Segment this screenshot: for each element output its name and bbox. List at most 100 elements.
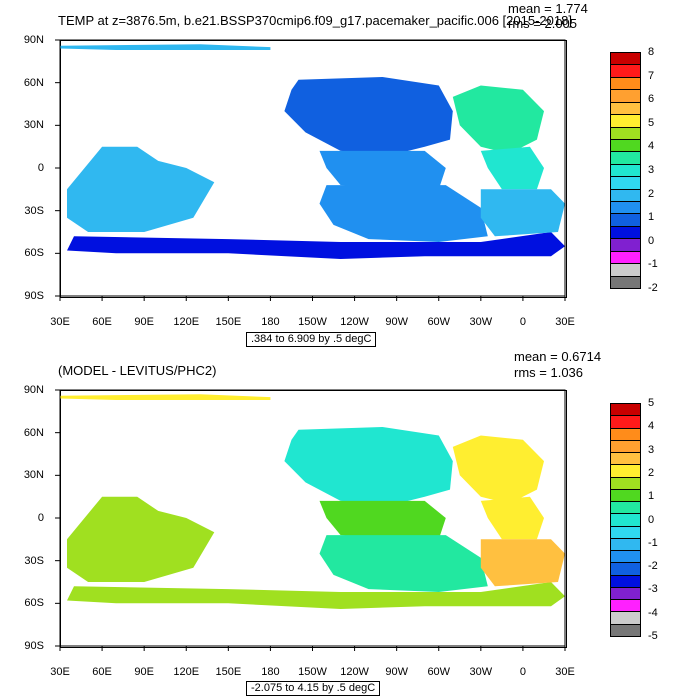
panel1-x-tick-label: 30E xyxy=(50,316,70,328)
panel2-y-tick-label: 90S xyxy=(24,640,44,652)
panel2-region-arctic xyxy=(60,394,271,400)
panel1-y-tick-label: 90N xyxy=(23,34,44,46)
panel1-x-tick-label: 30E xyxy=(555,316,575,328)
panel2-region-north-pacific xyxy=(284,427,453,504)
panel2-region-central-pacific xyxy=(319,500,446,540)
panel1-y-tick-label: 60S xyxy=(24,247,44,260)
panel2-x-tick-label: 60E xyxy=(92,666,112,678)
panel1-colorbar-label: -1 xyxy=(648,258,658,271)
panel1-colorbar-swatch xyxy=(610,52,641,66)
panel2-y-tick-label: 60S xyxy=(24,597,44,610)
panel2-x-tick-label: 150E xyxy=(215,666,242,678)
panel2-x-tick-label: 120E xyxy=(173,666,200,678)
panel1-x-tick-label: 150E xyxy=(215,316,242,328)
panel1-colorbar-label: 5 xyxy=(648,116,655,129)
panel1-region-southern-ocean xyxy=(67,232,565,259)
panel2-colorbar-swatch xyxy=(610,513,641,527)
panel2-x-tick-label: 120W xyxy=(340,666,369,678)
panel1-colorbar-swatch xyxy=(610,188,641,203)
panel1-colorbar-swatch xyxy=(610,250,641,265)
panel1-region-south-pacific xyxy=(319,185,488,242)
panel1-x-tick-label: 180 xyxy=(261,316,280,328)
panel1-colorbar-label: 6 xyxy=(648,93,655,106)
panel1-colorbar-swatch xyxy=(610,76,641,91)
panel2-y-tick-label: 30S xyxy=(24,554,44,567)
panel1-y-tick-label: 30N xyxy=(23,119,44,132)
panel2-y-tick-label: 90N xyxy=(23,384,44,396)
panel2-y-tick-label: 60N xyxy=(23,426,44,439)
panel2-colorbar-label: -2 xyxy=(648,560,658,573)
panel2-colorbar-swatch xyxy=(610,452,641,466)
panel1-x-tick-label: 90E xyxy=(134,316,154,328)
panel1-rms: rms = 2.005 xyxy=(508,16,578,31)
panel1-x-tick-label: 60E xyxy=(92,316,112,328)
panel2-colorbar-label: 1 xyxy=(648,490,655,503)
panel1-colorbar-swatch xyxy=(610,163,641,178)
panel1-colorbar-swatch xyxy=(610,213,641,227)
panel2-x-tick-label: 90W xyxy=(385,666,408,678)
panel2-y-tick-label: 30N xyxy=(23,469,44,482)
panel1-x-tick-label: 0 xyxy=(519,316,526,328)
panel1-colorbar-label: 3 xyxy=(648,164,655,176)
panel1-x-tick-label: 90W xyxy=(385,316,408,328)
panel2-colorbar-swatch xyxy=(610,501,641,515)
panel2-colorbar-label: 5 xyxy=(648,397,655,409)
panel2-x-tick-label: 180 xyxy=(261,666,280,678)
panel2-colorbar-label: 4 xyxy=(648,420,655,433)
panel2-colorbar-swatch xyxy=(610,599,641,613)
panel1-colorbar-swatch xyxy=(610,238,641,252)
panel1-colorbar-label: 1 xyxy=(648,211,655,224)
panel1-colorbar-swatch xyxy=(610,126,641,140)
panel1-region-south-atlantic xyxy=(480,189,565,237)
panel2-x-tick-label: 90E xyxy=(134,666,154,678)
panel2-colorbar-label: 3 xyxy=(648,443,655,456)
panel1-region-equatorial-atlantic xyxy=(480,146,544,190)
panel1-colorbar-label: 7 xyxy=(648,69,655,82)
panel1-colorbar-swatch xyxy=(610,201,641,215)
panel1-y-tick-label: 0 xyxy=(37,162,44,174)
panel2-colorbar-label: -3 xyxy=(648,583,658,596)
panel2-region-south-pacific xyxy=(319,535,488,592)
panel1-y-tick-label: 30S xyxy=(24,204,44,217)
panel1-colorbar-swatch xyxy=(610,101,641,116)
panel2-colorbar-swatch xyxy=(610,488,641,503)
panel1-colorbar-label: 8 xyxy=(648,46,655,58)
panel2-colorbar-swatch xyxy=(610,537,641,552)
panel1-y-tick-label: 60N xyxy=(23,76,44,89)
panel1-colorbar-swatch xyxy=(610,64,641,78)
panel2-colorbar-swatch xyxy=(610,427,641,441)
panel2-x-tick-label: 30W xyxy=(469,666,493,678)
panel2-colorbar-swatch xyxy=(610,439,641,454)
panel2-colorbar-label: 0 xyxy=(648,513,655,526)
panel1-colorbar-swatch xyxy=(610,138,641,153)
panel2-colorbar-swatch xyxy=(610,562,641,576)
panel2-title: (MODEL - LEVITUS/PHC2) xyxy=(58,363,217,378)
panel2-colorbar-label: 2 xyxy=(648,466,655,479)
panel2-region-equatorial-atlantic xyxy=(480,496,544,540)
panel1-range-label: .384 to 6.909 by .5 degC xyxy=(246,332,377,347)
panel2-colorbar-swatch xyxy=(610,403,641,417)
panel1-region-indian-ocean xyxy=(67,146,215,232)
panel2-colorbar-swatch xyxy=(610,464,641,478)
panel1-colorbar-swatch xyxy=(610,225,641,240)
panel1-colorbar-label: 0 xyxy=(648,234,655,247)
panel1-x-tick-label: 120W xyxy=(340,316,369,328)
panel1-colorbar-swatch xyxy=(610,176,641,190)
panel2-x-tick-label: 150W xyxy=(298,666,327,678)
panel2-region-south-atlantic xyxy=(480,539,565,587)
panel1-colorbar-label: -2 xyxy=(648,282,658,294)
panel1-region-arctic xyxy=(60,44,271,50)
panel1-region-north-atlantic xyxy=(452,85,544,154)
panel2-colorbar-swatch xyxy=(610,415,641,429)
panel2-range-label: -2.075 to 4.15 by .5 degC xyxy=(246,681,381,696)
panel2-region-north-atlantic xyxy=(452,435,544,504)
panel1-x-tick-label: 60W xyxy=(427,316,451,328)
panel2-y-tick-label: 0 xyxy=(37,512,44,524)
panel2-colorbar-label: -5 xyxy=(648,630,658,642)
panel2-region-indian-ocean xyxy=(67,496,215,582)
panel1-colorbar-swatch xyxy=(610,151,641,165)
panel2-colorbar-label: -1 xyxy=(648,536,658,549)
panel1-x-tick-label: 30W xyxy=(469,316,493,328)
panel2-region-southern-ocean xyxy=(67,582,565,609)
panel1-colorbar-swatch xyxy=(610,275,641,289)
